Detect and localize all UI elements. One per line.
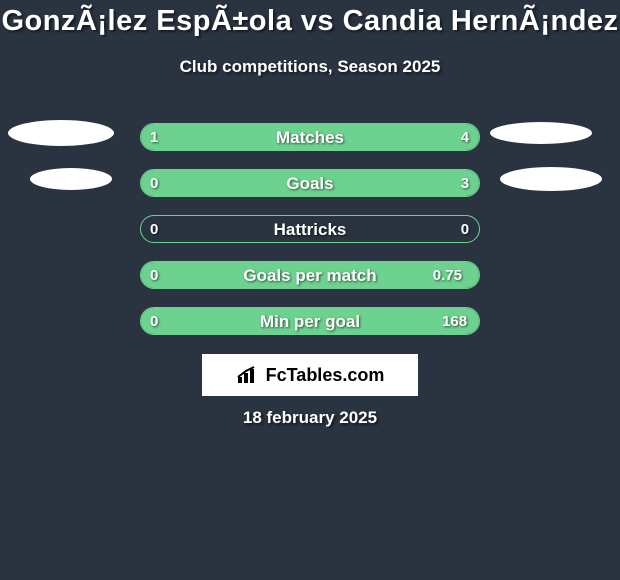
comparison-infographic: GonzÃ¡lez EspÃ±ola vs Candia HernÃ¡ndez … [0, 0, 620, 580]
player-placeholder [490, 122, 592, 144]
stat-row: Hattricks0 0 [0, 215, 620, 245]
stat-value-right: 0.75 [433, 267, 462, 284]
bar-track: Hattricks [140, 215, 480, 243]
bar-track: Min per goal [140, 307, 480, 335]
stat-label: Hattricks [141, 216, 479, 243]
stat-label: Goals [141, 170, 479, 197]
bars-icon [236, 365, 260, 385]
stat-label: Matches [141, 124, 479, 151]
bar-track: Goals per match [140, 261, 480, 289]
stat-value-left: 0 [150, 221, 158, 238]
player-placeholder [500, 167, 602, 191]
logo-text: FcTables.com [266, 365, 385, 386]
stat-value-right: 168 [442, 313, 467, 330]
fctables-logo-link[interactable]: FcTables.com [202, 354, 418, 396]
stat-label: Goals per match [141, 262, 479, 289]
player-placeholder [8, 120, 114, 146]
stat-value-right: 3 [461, 175, 469, 192]
player-placeholder [30, 168, 112, 190]
page-title: GonzÃ¡lez EspÃ±ola vs Candia HernÃ¡ndez [0, 0, 620, 36]
stat-value-right: 4 [461, 129, 469, 146]
stat-row: Goals per match0 0.75 [0, 261, 620, 291]
stat-value-left: 0 [150, 267, 158, 284]
bar-track: Goals [140, 169, 480, 197]
stat-value-right: 0 [461, 221, 469, 238]
subtitle: Club competitions, Season 2025 [0, 57, 620, 77]
bar-track: Matches [140, 123, 480, 151]
stat-value-left: 0 [150, 313, 158, 330]
stat-value-left: 0 [150, 175, 158, 192]
footer-date: 18 february 2025 [0, 408, 620, 428]
stat-value-left: 1 [150, 129, 158, 146]
stat-label: Min per goal [141, 308, 479, 335]
stat-row: Min per goal0 168 [0, 307, 620, 337]
